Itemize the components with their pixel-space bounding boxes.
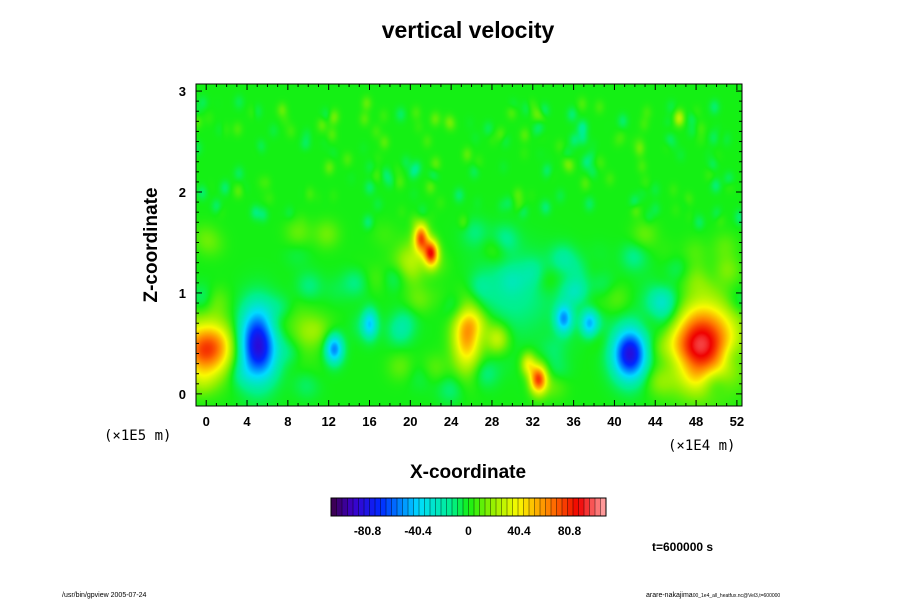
colorbar-swatch: [474, 498, 480, 516]
x-tick-label: 16: [362, 414, 376, 429]
colorbar-swatch: [600, 498, 607, 516]
x-tick-label: 20: [403, 414, 417, 429]
x-scale-label: (×1E4 m): [668, 438, 735, 454]
colorbar-swatch: [430, 498, 436, 516]
colorbar-swatch: [545, 498, 552, 516]
colorbar-swatch: [347, 498, 354, 516]
colorbar-swatch: [402, 498, 409, 516]
colorbar-swatch: [523, 498, 530, 516]
x-tick-label: 40: [607, 414, 621, 429]
x-tick-label: 12: [321, 414, 335, 429]
colorbar-swatch: [342, 498, 348, 516]
x-axis-ticks: 0 4 8 12 16 20 24 28 32 36 40 44 48 52: [195, 84, 744, 429]
colorbar-swatch: [479, 498, 486, 516]
colorbar-swatch: [595, 498, 601, 516]
colorbar-swatch: [507, 498, 513, 516]
colorbar-swatch: [584, 498, 590, 516]
y-axis-title: Z-coordinate: [141, 187, 162, 302]
colorbar-swatch: [419, 498, 425, 516]
y-tick-label: 0: [179, 387, 186, 402]
heatmap-field: [196, 84, 742, 406]
colorbar-swatch: [369, 498, 376, 516]
plot-frame: [195, 83, 743, 407]
time-label: t=600000 s: [652, 540, 713, 554]
colorbar-tick-label: 0: [465, 524, 472, 538]
x-tick-label: 8: [284, 414, 291, 429]
colorbar-swatch: [358, 498, 365, 516]
colorbar-swatch: [424, 498, 431, 516]
y-tick-label: 3: [179, 84, 186, 99]
colorbar-ticks: -80.8 -40.4 0 40.4 80.8: [354, 524, 582, 538]
colorbar-swatch: [534, 498, 541, 516]
colorbar-swatch: [490, 498, 497, 516]
colorbar-tick-label: 40.4: [507, 524, 531, 538]
x-tick-label: 44: [648, 414, 663, 429]
colorbar-swatch: [386, 498, 392, 516]
colorbar-frame: [330, 497, 607, 517]
colorbar: [330, 498, 607, 516]
colorbar-swatch: [567, 498, 574, 516]
x-tick-label: 0: [203, 414, 210, 429]
colorbar-swatch: [435, 498, 442, 516]
heatmap-field-container: [196, 84, 742, 406]
colorbar-swatch: [391, 498, 398, 516]
x-tick-label: 52: [730, 414, 744, 429]
x-tick-label: 24: [444, 414, 459, 429]
colorbar-swatch: [529, 498, 535, 516]
colorbar-swatch: [452, 498, 458, 516]
colorbar-swatch: [578, 498, 585, 516]
colorbar-swatch: [562, 498, 568, 516]
chart-title: vertical velocity: [382, 17, 555, 43]
colorbar-swatch: [353, 498, 359, 516]
colorbar-swatch: [501, 498, 508, 516]
colorbar-swatch: [512, 498, 519, 516]
y-scale-label: (×1E5 m): [104, 428, 171, 444]
footer-right: arare-nakajima00_1e4_all_heatfux.nc@Vel3…: [646, 592, 780, 599]
x-axis-title: X-coordinate: [410, 462, 526, 483]
colorbar-swatch: [496, 498, 502, 516]
colorbar-swatch: [413, 498, 420, 516]
colorbar-swatch: [589, 498, 596, 516]
colorbar-tick-label: 80.8: [558, 524, 582, 538]
x-tick-label: 28: [485, 414, 499, 429]
colorbar-swatch: [336, 498, 343, 516]
x-tick-label: 36: [566, 414, 580, 429]
colorbar-swatch: [446, 498, 453, 516]
footer-left: /usr/bin/gpview 2005-07-24: [62, 592, 147, 599]
colorbar-swatch: [375, 498, 381, 516]
colorbar-tick-label: -40.4: [404, 524, 432, 538]
x-tick-label: 48: [689, 414, 703, 429]
colorbar-swatch: [457, 498, 464, 516]
colorbar-swatch: [441, 498, 447, 516]
colorbar-swatch: [397, 498, 403, 516]
colorbar-swatch: [485, 498, 491, 516]
footer-right-main: arare-nakajima: [646, 592, 693, 599]
colorbar-swatch: [408, 498, 414, 516]
colorbar-swatch: [463, 498, 469, 516]
footer-right-small: 00_1e4_all_heatfux.nc@Vel3,t=600000: [693, 593, 781, 599]
x-tick-label: 32: [526, 414, 540, 429]
y-axis-ticks: 0 1 2 3: [179, 84, 742, 402]
colorbar-swatch: [551, 498, 557, 516]
x-tick-label: 4: [243, 414, 251, 429]
colorbar-swatch: [380, 498, 387, 516]
colorbar-swatch: [540, 498, 546, 516]
colorbar-swatch: [331, 498, 337, 516]
colorbar-swatch: [556, 498, 563, 516]
colorbar-tick-label: -80.8: [354, 524, 382, 538]
colorbar-swatch: [573, 498, 579, 516]
colorbar-swatch: [518, 498, 524, 516]
colorbar-swatch: [364, 498, 370, 516]
y-tick-label: 2: [179, 185, 186, 200]
colorbar-swatch: [468, 498, 475, 516]
y-tick-label: 1: [179, 286, 186, 301]
